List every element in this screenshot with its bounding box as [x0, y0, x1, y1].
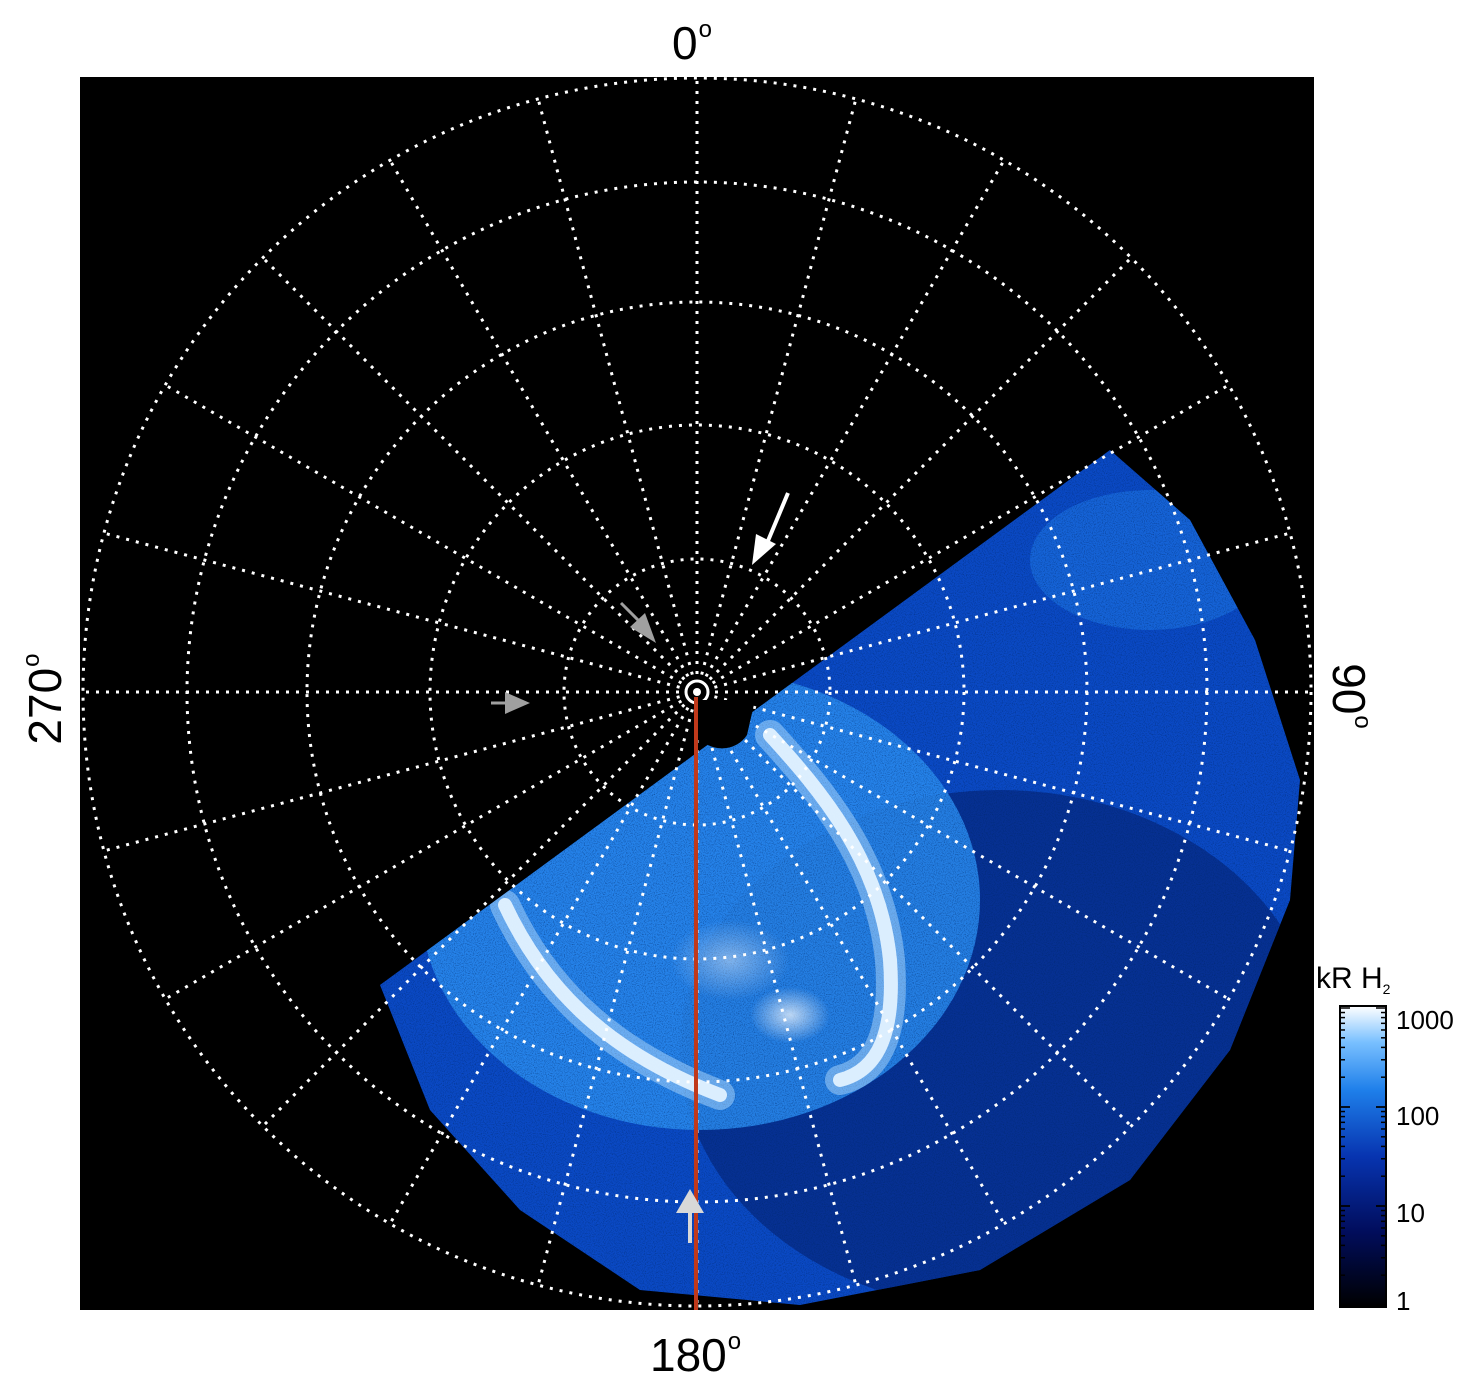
colorbar: [1339, 1005, 1387, 1308]
gray-arrow: [491, 692, 530, 714]
colorbar-ticks: [1340, 1007, 1386, 1306]
gray-arrow: [619, 601, 656, 643]
colorbar-tick-label: 100: [1396, 1101, 1440, 1131]
main-auroral-oval: [498, 728, 898, 1102]
colorbar-tick-label: 10: [1396, 1198, 1425, 1228]
colorbar-tick-label: 1000: [1396, 1005, 1454, 1035]
gray-arrow: [676, 1189, 704, 1243]
colorbar-tick-label: 1: [1396, 1286, 1411, 1316]
longitude-label-90: 90o: [1323, 663, 1376, 729]
longitude-label-270: 270o: [18, 653, 71, 745]
white-arrow: [752, 492, 790, 565]
longitude-label-0: 0o: [672, 16, 712, 69]
longitude-label-180: 180o: [650, 1328, 742, 1381]
colorbar-title: kR H2: [1316, 962, 1391, 997]
